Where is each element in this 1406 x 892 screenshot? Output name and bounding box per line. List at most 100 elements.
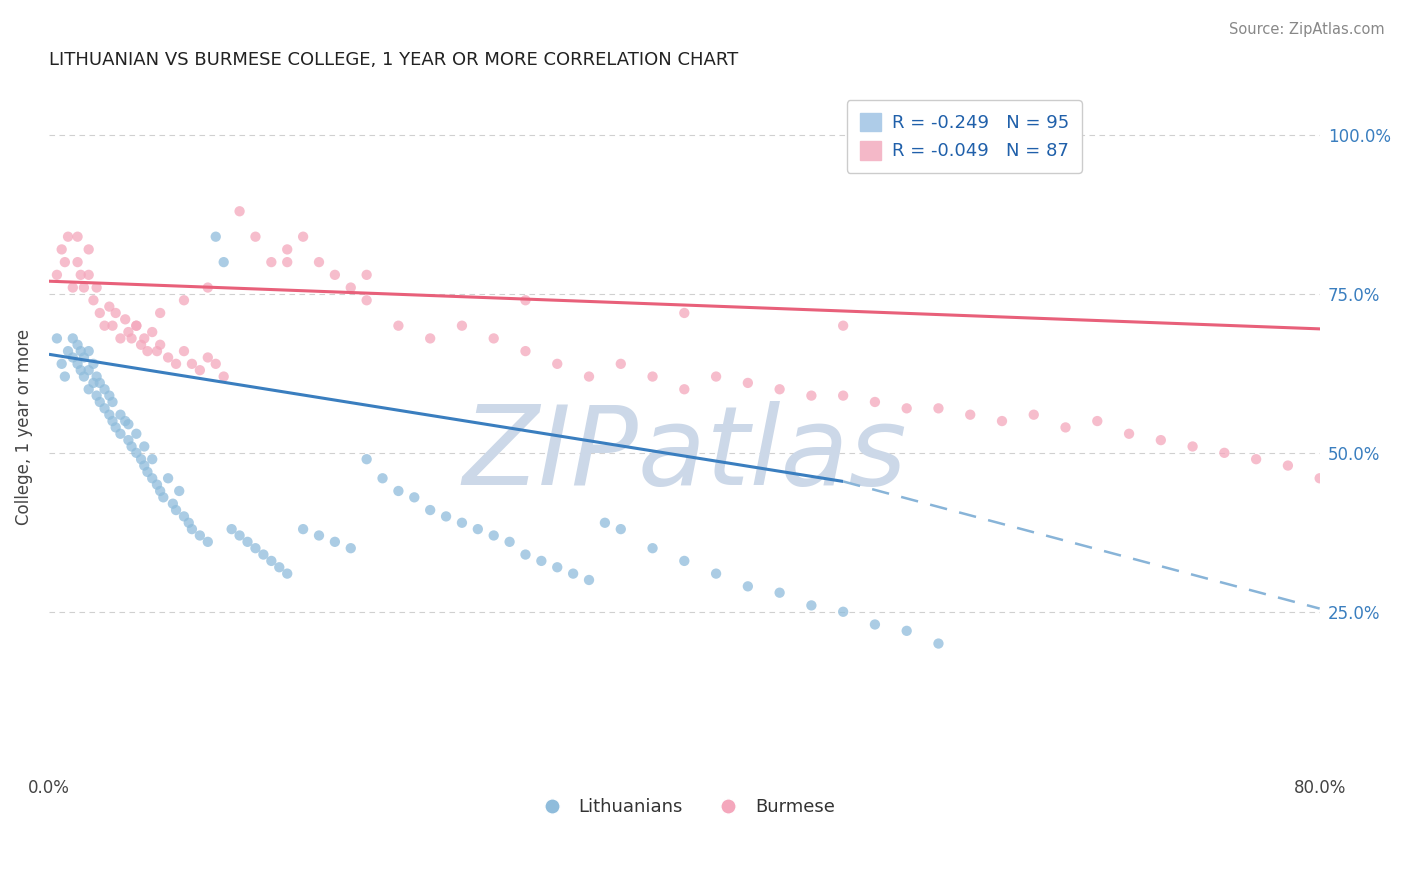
Point: [292, 229, 315, 244]
Point: [86, 280, 108, 294]
Point: [173, 509, 195, 524]
Point: [89, 376, 111, 390]
Point: [197, 280, 219, 294]
Point: [212, 255, 235, 269]
Point: [339, 541, 361, 556]
Point: [1340, 483, 1362, 498]
Point: [134, 440, 156, 454]
Point: [419, 331, 441, 345]
Point: [104, 306, 127, 320]
Point: [51, 357, 73, 371]
Point: [863, 617, 886, 632]
Point: [1054, 420, 1077, 434]
Point: [515, 548, 537, 562]
Point: [93, 401, 115, 416]
Point: [1118, 426, 1140, 441]
Point: [252, 548, 274, 562]
Point: [221, 522, 243, 536]
Point: [82, 376, 104, 390]
Point: [371, 471, 394, 485]
Point: [129, 338, 152, 352]
Point: [704, 566, 727, 581]
Text: LITHUANIAN VS BURMESE COLLEGE, 1 YEAR OR MORE CORRELATION CHART: LITHUANIAN VS BURMESE COLLEGE, 1 YEAR OR…: [49, 51, 738, 69]
Point: [768, 585, 790, 599]
Point: [927, 636, 949, 650]
Point: [77, 363, 100, 377]
Point: [641, 541, 664, 556]
Point: [610, 357, 633, 371]
Point: [45, 331, 67, 345]
Point: [173, 344, 195, 359]
Point: [260, 255, 283, 269]
Point: [149, 306, 172, 320]
Point: [323, 268, 346, 282]
Point: [121, 331, 143, 345]
Point: [134, 458, 156, 473]
Point: [86, 389, 108, 403]
Point: [641, 369, 664, 384]
Point: [165, 503, 187, 517]
Point: [498, 534, 520, 549]
Point: [62, 280, 84, 294]
Point: [673, 382, 696, 396]
Point: [66, 338, 89, 352]
Point: [419, 503, 441, 517]
Point: [149, 483, 172, 498]
Y-axis label: College, 1 year or more: College, 1 year or more: [15, 329, 32, 525]
Point: [117, 433, 139, 447]
Point: [515, 344, 537, 359]
Point: [129, 452, 152, 467]
Point: [110, 331, 132, 345]
Point: [737, 579, 759, 593]
Point: [66, 357, 89, 371]
Point: [93, 382, 115, 396]
Point: [863, 395, 886, 409]
Point: [114, 312, 136, 326]
Point: [1309, 471, 1331, 485]
Point: [82, 293, 104, 308]
Point: [62, 331, 84, 345]
Point: [152, 491, 174, 505]
Point: [181, 522, 204, 536]
Point: [578, 369, 600, 384]
Point: [110, 408, 132, 422]
Point: [800, 599, 823, 613]
Point: [482, 331, 505, 345]
Point: [101, 414, 124, 428]
Point: [56, 344, 79, 359]
Point: [276, 255, 298, 269]
Point: [482, 528, 505, 542]
Point: [673, 554, 696, 568]
Point: [896, 624, 918, 638]
Point: [832, 389, 855, 403]
Point: [276, 566, 298, 581]
Point: [1022, 408, 1045, 422]
Point: [832, 318, 855, 333]
Point: [1181, 440, 1204, 454]
Point: [125, 446, 148, 460]
Point: [1150, 433, 1173, 447]
Point: [86, 369, 108, 384]
Point: [308, 255, 330, 269]
Point: [114, 414, 136, 428]
Point: [98, 389, 121, 403]
Point: [673, 306, 696, 320]
Point: [53, 255, 76, 269]
Point: [173, 293, 195, 308]
Point: [89, 395, 111, 409]
Point: [110, 426, 132, 441]
Point: [451, 318, 474, 333]
Point: [93, 318, 115, 333]
Point: [157, 471, 180, 485]
Point: [515, 293, 537, 308]
Point: [269, 560, 291, 574]
Point: [141, 452, 163, 467]
Point: [62, 351, 84, 365]
Point: [1085, 414, 1108, 428]
Point: [228, 204, 250, 219]
Point: [181, 357, 204, 371]
Point: [1244, 452, 1267, 467]
Point: [98, 408, 121, 422]
Point: [162, 497, 184, 511]
Point: [101, 318, 124, 333]
